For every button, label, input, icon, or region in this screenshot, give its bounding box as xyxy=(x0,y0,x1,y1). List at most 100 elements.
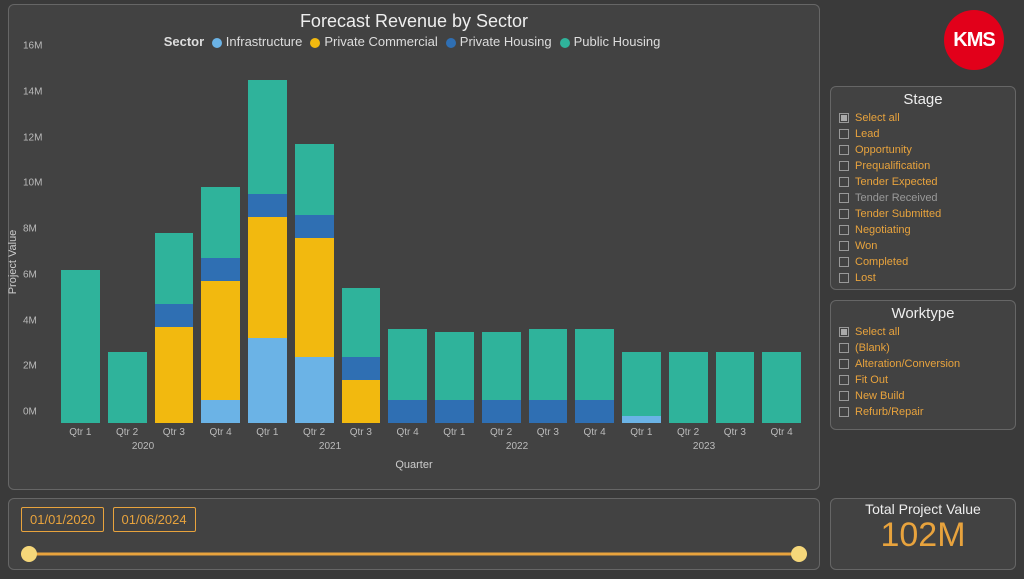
bar-column[interactable] xyxy=(529,57,568,423)
bar-segment[interactable] xyxy=(248,217,287,338)
bar-column[interactable] xyxy=(762,57,801,423)
bar-segment[interactable] xyxy=(61,270,100,423)
bar-segment[interactable] xyxy=(482,332,521,401)
bar-segment[interactable] xyxy=(529,329,568,400)
checkbox-icon[interactable] xyxy=(839,257,849,267)
bar-column[interactable] xyxy=(388,57,427,423)
date-to-input[interactable]: 01/06/2024 xyxy=(113,507,196,532)
bar-segment[interactable] xyxy=(388,329,427,400)
bar-segment[interactable] xyxy=(248,80,287,194)
bar-segment[interactable] xyxy=(295,215,334,238)
bar-segment[interactable] xyxy=(669,352,708,423)
stage-filter-item[interactable]: Lead xyxy=(839,126,1007,142)
bar-column[interactable] xyxy=(716,57,755,423)
bar-segment[interactable] xyxy=(342,380,381,423)
stage-filter-item[interactable]: Lost xyxy=(839,270,1007,286)
y-axis-title: Project Value xyxy=(7,230,19,295)
worktype-filter-item[interactable]: (Blank) xyxy=(839,340,1007,356)
bar-segment[interactable] xyxy=(155,327,194,423)
bar-column[interactable] xyxy=(482,57,521,423)
bar-segment[interactable] xyxy=(716,352,755,423)
bar-segment[interactable] xyxy=(342,357,381,380)
worktype-filter-item[interactable]: Select all xyxy=(839,324,1007,340)
stage-filter-item[interactable]: Negotiating xyxy=(839,222,1007,238)
bar-segment[interactable] xyxy=(622,416,661,423)
checkbox-icon[interactable] xyxy=(839,209,849,219)
stage-filter-item[interactable]: Prequalification xyxy=(839,158,1007,174)
slider-handle-end[interactable] xyxy=(791,546,807,562)
checkbox-icon[interactable] xyxy=(839,407,849,417)
legend-item[interactable]: Infrastructure xyxy=(212,34,303,49)
checkbox-icon[interactable] xyxy=(839,129,849,139)
checkbox-icon[interactable] xyxy=(839,177,849,187)
legend-item-label: Private Commercial xyxy=(324,34,437,49)
stage-filter-item[interactable]: Opportunity xyxy=(839,142,1007,158)
bar-column[interactable] xyxy=(622,57,661,423)
bar-segment[interactable] xyxy=(248,338,287,423)
brand-logo: KMS xyxy=(944,10,1004,70)
bar-segment[interactable] xyxy=(575,329,614,400)
checkbox-icon[interactable] xyxy=(839,145,849,155)
bar-segment[interactable] xyxy=(248,194,287,217)
bar-segment[interactable] xyxy=(201,258,240,281)
date-from-input[interactable]: 01/01/2020 xyxy=(21,507,104,532)
bar-column[interactable] xyxy=(201,57,240,423)
legend-item[interactable]: Private Commercial xyxy=(310,34,437,49)
bar-segment[interactable] xyxy=(201,281,240,400)
bar-segment[interactable] xyxy=(388,400,427,423)
legend-item[interactable]: Private Housing xyxy=(446,34,552,49)
worktype-filter-item[interactable]: New Build xyxy=(839,388,1007,404)
stage-filter-item[interactable]: Completed xyxy=(839,254,1007,270)
checkbox-icon[interactable] xyxy=(839,359,849,369)
bar-segment[interactable] xyxy=(108,352,147,423)
x-year-label: 2022 xyxy=(506,441,528,452)
legend-item[interactable]: Public Housing xyxy=(560,34,661,49)
bar-column[interactable] xyxy=(248,57,287,423)
bar-segment[interactable] xyxy=(155,233,194,304)
bar-column[interactable] xyxy=(669,57,708,423)
checkbox-icon[interactable] xyxy=(839,391,849,401)
checkbox-icon[interactable] xyxy=(839,193,849,203)
chart-plot[interactable]: 0M2M4M6M8M10M12M14M16M xyxy=(57,57,805,423)
bar-column[interactable] xyxy=(342,57,381,423)
stage-filter-item[interactable]: Select all xyxy=(839,110,1007,126)
bar-segment[interactable] xyxy=(529,400,568,423)
stage-filter-item[interactable]: Tender Received xyxy=(839,190,1007,206)
bar-segment[interactable] xyxy=(295,238,334,357)
bar-segment[interactable] xyxy=(435,332,474,401)
worktype-filter-item[interactable]: Fit Out xyxy=(839,372,1007,388)
bar-column[interactable] xyxy=(435,57,474,423)
bar-segment[interactable] xyxy=(201,187,240,258)
checkbox-icon[interactable] xyxy=(839,241,849,251)
worktype-filter-item[interactable]: Refurb/Repair xyxy=(839,404,1007,420)
stage-filter-item[interactable]: Won xyxy=(839,238,1007,254)
date-range-slider[interactable] xyxy=(21,546,807,562)
bar-segment[interactable] xyxy=(201,400,240,423)
bar-column[interactable] xyxy=(155,57,194,423)
checkbox-icon[interactable] xyxy=(839,375,849,385)
bar-column[interactable] xyxy=(575,57,614,423)
stage-filter-item-label: Tender Expected xyxy=(855,174,938,190)
slider-handle-start[interactable] xyxy=(21,546,37,562)
checkbox-icon[interactable] xyxy=(839,327,849,337)
bar-column[interactable] xyxy=(61,57,100,423)
bar-segment[interactable] xyxy=(295,357,334,423)
bar-segment[interactable] xyxy=(295,144,334,215)
bar-segment[interactable] xyxy=(575,400,614,423)
checkbox-icon[interactable] xyxy=(839,161,849,171)
bar-segment[interactable] xyxy=(622,352,661,416)
bar-column[interactable] xyxy=(295,57,334,423)
checkbox-icon[interactable] xyxy=(839,273,849,283)
bar-column[interactable] xyxy=(108,57,147,423)
checkbox-icon[interactable] xyxy=(839,343,849,353)
bar-segment[interactable] xyxy=(762,352,801,423)
checkbox-icon[interactable] xyxy=(839,113,849,123)
bar-segment[interactable] xyxy=(342,288,381,357)
checkbox-icon[interactable] xyxy=(839,225,849,235)
bar-segment[interactable] xyxy=(435,400,474,423)
stage-filter-item[interactable]: Tender Expected xyxy=(839,174,1007,190)
bar-segment[interactable] xyxy=(482,400,521,423)
worktype-filter-item[interactable]: Alteration/Conversion xyxy=(839,356,1007,372)
stage-filter-item[interactable]: Tender Submitted xyxy=(839,206,1007,222)
bar-segment[interactable] xyxy=(155,304,194,327)
